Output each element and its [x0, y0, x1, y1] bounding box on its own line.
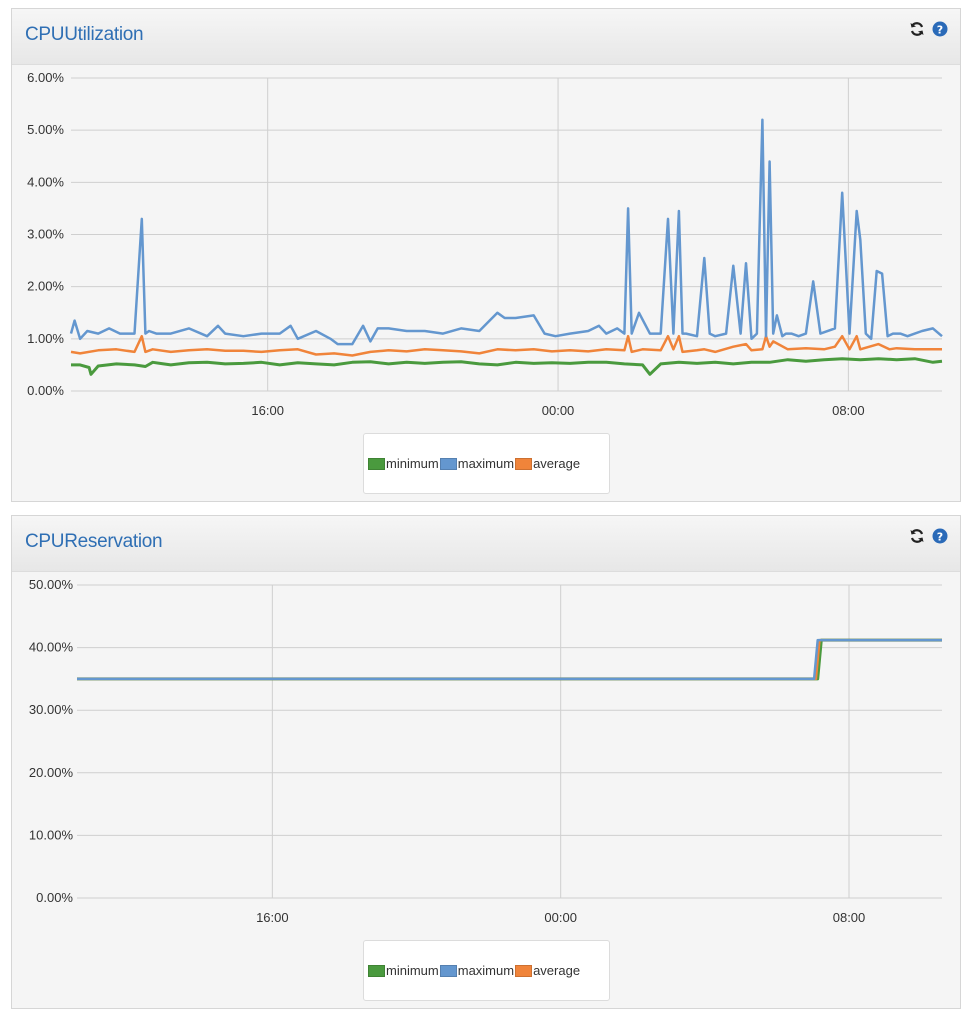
y-tick-label: 3.00% [27, 227, 64, 242]
panel-header: CPUReservation ? [12, 516, 960, 572]
legend-label: minimum [386, 963, 439, 978]
svg-text:?: ? [937, 23, 943, 36]
x-tick-label: 16:00 [251, 403, 284, 418]
x-tick-label: 08:00 [832, 403, 865, 418]
svg-text:?: ? [937, 530, 943, 543]
refresh-icon[interactable] [909, 21, 925, 37]
cpu-reservation-panel: CPUReservation ? 50.00% 40.00% 30.00% 20.00… [11, 515, 961, 1009]
series-line-minimum [77, 638, 942, 681]
panel-title: CPUReservation [25, 531, 163, 552]
legend-label: average [533, 456, 581, 471]
refresh-icon[interactable] [909, 528, 925, 544]
maximum-swatch [439, 457, 457, 470]
y-tick-label: 4.00% [27, 174, 64, 189]
x-tick-label: 16:00 [256, 910, 289, 925]
y-tick-label: 30.00% [29, 702, 74, 717]
y-tick-label: 10.00% [29, 827, 74, 842]
panel-tools: ? [909, 21, 948, 37]
y-tick-label: 50.00% [29, 577, 74, 592]
cpu-utilization-chart: 6.00% 5.00% 4.00% 3.00% 2.00% 1.00% 0.00% 16:00… [27, 70, 943, 418]
y-tick-label: 40.00% [29, 640, 74, 655]
y-tick-label: 0.00% [27, 383, 64, 398]
series-line-average [77, 638, 942, 681]
average-swatch [515, 964, 533, 977]
legend-label: maximum [457, 963, 515, 978]
y-tick-label: 6.00% [27, 70, 64, 85]
x-tick-label: 00:00 [544, 910, 577, 925]
legend-item-average[interactable]: average [515, 963, 580, 978]
panel-tools: ? [909, 528, 948, 544]
series-line-minimum [71, 357, 943, 376]
y-tick-label: 5.00% [27, 122, 64, 137]
maximum-swatch [439, 964, 457, 977]
legend-item-maximum[interactable]: maximum [439, 963, 515, 978]
legend-item-minimum[interactable]: minimum [368, 963, 439, 978]
y-tick-label: 2.00% [27, 279, 64, 294]
chart-legend: minimum maximum average [363, 433, 610, 494]
legend-label: average [533, 963, 581, 978]
panel-header: CPUUtilization ? [12, 9, 960, 65]
x-tick-label: 08:00 [833, 910, 866, 925]
cpu-reservation-chart: 50.00% 40.00% 30.00% 20.00% 10.00% 0.00% 16:00… [29, 577, 942, 925]
y-tick-label: 0.00% [36, 890, 73, 905]
average-swatch [515, 457, 533, 470]
legend-label: minimum [386, 456, 439, 471]
minimum-swatch [368, 964, 385, 977]
series-line-average [70, 334, 942, 357]
series-line-maximum [69, 118, 943, 346]
panel-title: CPUUtilization [25, 24, 144, 45]
legend-item-maximum[interactable]: maximum [439, 456, 515, 471]
series-line-maximum [77, 638, 942, 681]
legend-label: maximum [457, 456, 515, 471]
question-circle-icon[interactable]: ? [932, 21, 948, 37]
legend-item-minimum[interactable]: minimum [368, 456, 439, 471]
minimum-swatch [368, 457, 385, 470]
y-tick-label: 1.00% [27, 331, 64, 346]
y-tick-label: 20.00% [29, 765, 74, 780]
x-tick-label: 00:00 [542, 403, 575, 418]
question-circle-icon[interactable]: ? [932, 528, 948, 544]
chart-legend: minimum maximum average [363, 940, 610, 1001]
legend-item-average[interactable]: average [515, 456, 580, 471]
cpu-utilization-panel: CPUUtilization ? 6.00% 5.00% 4.00% 3.00% 2.0… [11, 8, 961, 502]
